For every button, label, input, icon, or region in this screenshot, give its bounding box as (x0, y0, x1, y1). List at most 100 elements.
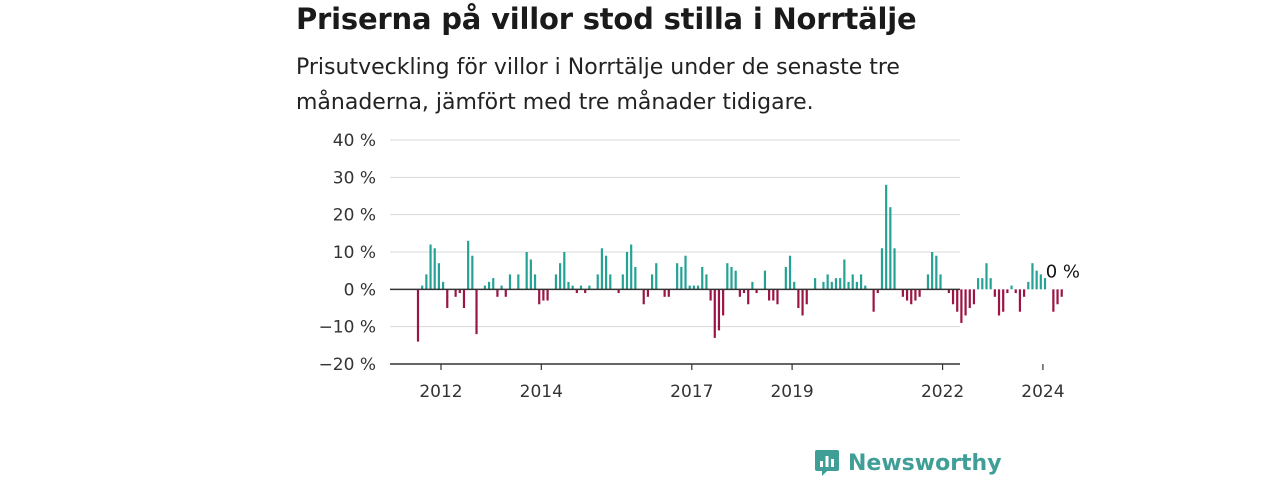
data-bar (839, 278, 842, 290)
data-bar (939, 274, 942, 290)
data-bar (559, 263, 562, 290)
data-bar (960, 289, 963, 323)
data-bar (676, 263, 679, 290)
data-bar (776, 289, 779, 305)
data-bar (588, 285, 591, 290)
data-bar (554, 274, 558, 290)
data-bar (609, 274, 612, 290)
data-bar (642, 289, 645, 305)
data-bar (830, 281, 833, 290)
data-bar (956, 289, 959, 312)
data-bar (947, 289, 950, 294)
data-bar (918, 289, 921, 297)
data-bar (496, 289, 499, 297)
latest-value-label: 0 % (1046, 261, 1080, 282)
newsworthy-logo-icon (815, 450, 839, 476)
data-bar (467, 240, 470, 290)
data-bar (747, 289, 750, 305)
data-bar (814, 278, 817, 290)
x-tick-label: 2024 (1021, 382, 1064, 402)
data-bar (755, 289, 758, 294)
data-bar (646, 289, 649, 297)
data-bar (625, 252, 629, 290)
data-bar (788, 255, 792, 290)
data-bar (538, 289, 541, 305)
data-bar (997, 289, 1001, 316)
data-bar (529, 259, 532, 290)
y-tick-label: 40 % (333, 131, 376, 151)
data-bar (1006, 289, 1009, 294)
data-bar (826, 274, 829, 290)
data-bar (768, 289, 771, 301)
data-bar (1056, 289, 1059, 305)
data-bar (926, 274, 930, 290)
data-bar (717, 289, 721, 331)
data-bar (533, 274, 537, 290)
data-bar (1002, 289, 1005, 312)
data-bar (563, 252, 566, 290)
data-bar (989, 278, 992, 290)
data-bar (801, 289, 804, 316)
x-tick-label: 2014 (520, 382, 563, 402)
data-bar (985, 263, 988, 290)
data-bar (797, 289, 800, 308)
data-bar (1039, 274, 1042, 290)
data-bars (416, 184, 1063, 342)
x-tick-label: 2012 (419, 382, 462, 402)
data-bar (605, 255, 608, 290)
chart-title: Priserna på villor stod stilla i Norrtäl… (296, 2, 917, 36)
x-tick-label: 2017 (670, 382, 713, 402)
data-bar (650, 274, 654, 290)
x-tick-label: 2019 (770, 382, 813, 402)
data-bar (1031, 263, 1034, 290)
data-bar (663, 289, 666, 297)
data-bar (951, 289, 955, 305)
data-bar (834, 278, 838, 290)
data-bar (600, 248, 604, 290)
data-bar (851, 274, 854, 290)
data-bar (471, 255, 474, 290)
data-bar (931, 252, 934, 290)
data-bar (458, 289, 461, 294)
data-bar (429, 244, 432, 290)
data-bar (910, 289, 913, 305)
data-bar (722, 289, 725, 316)
y-tick-label: −10 % (319, 318, 376, 338)
data-bar (437, 263, 440, 290)
data-bar (1027, 281, 1030, 290)
data-bar (763, 270, 767, 290)
data-bar (889, 207, 892, 290)
data-bar (968, 289, 971, 308)
data-bar (575, 289, 578, 294)
data-bar (864, 285, 867, 290)
data-bar (1043, 278, 1047, 290)
y-axis-tick-labels: −20 % −10 % 0 % 10 % 20 % 30 % 40 % (319, 131, 376, 375)
data-bar (475, 289, 478, 335)
data-bar (421, 285, 424, 290)
data-bar (855, 281, 858, 290)
data-bar (876, 289, 879, 294)
data-bar (504, 289, 507, 297)
data-bar (880, 248, 884, 290)
data-bar (500, 285, 503, 290)
y-tick-label: 10 % (333, 243, 376, 263)
data-bar (972, 289, 976, 305)
data-bar (738, 289, 741, 297)
data-bar (784, 266, 787, 290)
chart-subtitle: Prisutveckling för villor i Norrtälje un… (296, 55, 900, 115)
data-bar (1014, 289, 1017, 294)
x-axis: 2012 2014 2017 2019 2022 2024 (390, 288, 1065, 402)
data-bar (546, 289, 549, 301)
brand-logo: Newsworthy (814, 446, 1002, 480)
x-tick-label: 2022 (921, 382, 964, 402)
data-bar (692, 285, 695, 290)
data-bar (872, 289, 875, 312)
data-bar (446, 289, 449, 308)
data-bar (567, 281, 570, 290)
brand-name: Newsworthy (848, 450, 1002, 476)
data-bar (441, 281, 445, 290)
data-bar (542, 289, 545, 301)
data-bar (680, 266, 683, 290)
data-bar (713, 289, 716, 338)
data-bar (859, 274, 863, 290)
